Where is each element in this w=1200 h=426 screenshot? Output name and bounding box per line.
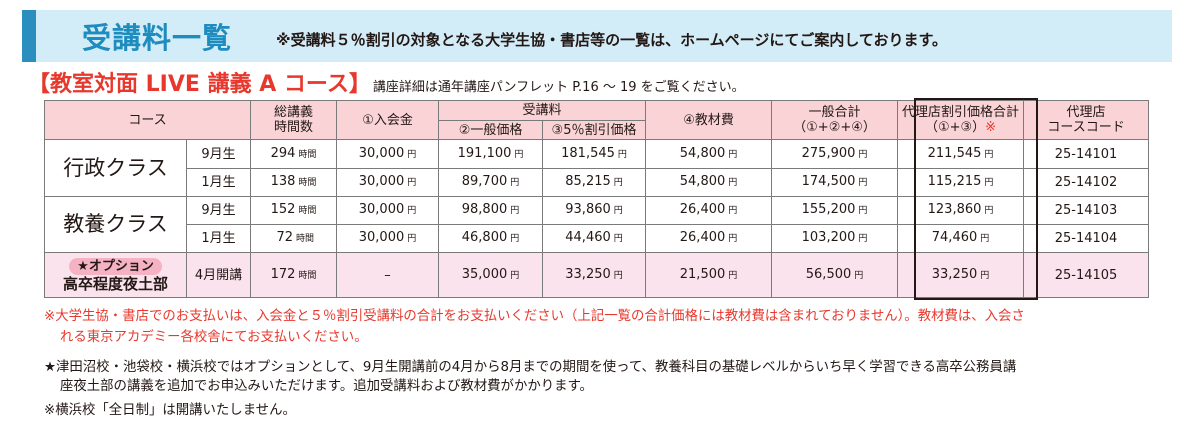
term: 9月生 <box>185 139 252 169</box>
option-badge: ★オプション <box>69 257 162 275</box>
general-cell: 46,800 円 <box>438 224 544 253</box>
course-title: 【教室対面 LIVE 講義 A コース】 <box>28 72 371 97</box>
discount-cell: 181,545 円 <box>542 139 647 169</box>
header-materials: ④教材費 <box>645 100 773 140</box>
code-cell: 25-14102 <box>1023 168 1150 197</box>
fee-table: コース 総講義 時間数 ①入会金 受講料 ④教材費 一般合計 （①+②+④） 代理店… <box>43 100 1150 298</box>
total-cell: 174,500 円 <box>771 168 899 197</box>
total-cell: 275,900 円 <box>771 139 899 169</box>
general-cell: 98,800 円 <box>438 196 544 225</box>
agency-cell: 74,460 円 <box>897 224 1025 253</box>
materials-cell: 26,400 円 <box>645 196 773 225</box>
payment-footnote: ※大学生協・書店でのお支払いは、入会金と５％割引受講料の合計をお支払いください（… <box>44 309 1025 345</box>
course-name: 行政クラス <box>44 139 187 197</box>
discount-cell: 44,460 円 <box>542 224 647 253</box>
hours-cell: 72 時間 <box>250 224 338 253</box>
header-course: コース <box>43 100 252 140</box>
table-row: 教養クラス 9月生 152 時間 30,000 円 98,800 円 93,860 円 … <box>44 196 1150 253</box>
agency-cell: 211,545 円 <box>897 139 1025 169</box>
materials-cell: 54,800 円 <box>645 168 773 197</box>
course-detail: 講座詳細は通年講座パンフレット P.16 〜 19 をご覧ください。 <box>372 80 745 95</box>
yokohama-footnote: ※横浜校「全日制」は開講いたしません。 <box>44 403 296 418</box>
agency-cell: 33,250 円 <box>897 252 1025 298</box>
total-cell: 103,200 円 <box>771 224 899 253</box>
materials-cell: 21,500 円 <box>645 252 773 298</box>
table-row: 行政クラス 9月生 294 時間 30,000 円 191,100 円 181,545… <box>44 139 1150 197</box>
term: 1月生 <box>185 224 252 253</box>
agency-mark: ※ <box>985 120 997 135</box>
agency-cell: 123,860 円 <box>897 196 1025 225</box>
hours-cell: 294 時間 <box>250 139 338 169</box>
general-cell: 191,100 円 <box>438 139 544 169</box>
page-title: 受講料一覧 <box>82 21 233 55</box>
discount-cell: 93,860 円 <box>542 196 647 225</box>
code-cell: 25-14104 <box>1023 224 1150 253</box>
code-cell: 25-14103 <box>1023 196 1150 225</box>
option-course: ★オプション 高卒程度夜土部 <box>44 252 187 298</box>
course-heading: 【教室対面 LIVE 講義 A コース】 講座詳細は通年講座パンフレット P.16… <box>28 66 745 97</box>
header-code: 代理店 コースコード <box>1023 100 1150 140</box>
discount-cell: 33,250 円 <box>542 252 647 298</box>
table-row: 1月生 72 時間 30,000 円 46,800 円 44,460 円 26,400 円… <box>45 224 1150 253</box>
entry-cell: – <box>336 252 440 298</box>
entry-cell: 30,000 円 <box>336 224 440 253</box>
banner-accent-bar <box>22 10 36 62</box>
entry-cell: 30,000 円 <box>336 139 440 169</box>
banner-note: ※受講料５％割引の対象となる大学生協・書店等の一覧は、ホームページにてご案内して… <box>276 31 947 49</box>
option-name: 高卒程度夜土部 <box>62 274 168 293</box>
header-general-price: ②一般価格 <box>438 120 544 140</box>
general-cell: 35,000 円 <box>438 252 544 298</box>
option-footnote: ★津田沼校・池袋校・横浜校ではオプションとして、9月生開講前の4月から8月までの… <box>44 360 1017 394</box>
entry-cell: 30,000 円 <box>336 196 440 225</box>
materials-cell: 26,400 円 <box>645 224 773 253</box>
table-row: 1月生 138 時間 30,000 円 89,700 円 85,215 円 54,800… <box>45 168 1150 197</box>
title-banner: 受講料一覧 ※受講料５％割引の対象となる大学生協・書店等の一覧は、ホームページに… <box>22 10 1172 62</box>
hours-cell: 172 時間 <box>250 252 338 298</box>
code-cell: 25-14101 <box>1023 139 1150 169</box>
discount-cell: 85,215 円 <box>542 168 647 197</box>
course-name: 教養クラス <box>44 196 187 253</box>
code-cell: 25-14105 <box>1023 252 1150 298</box>
materials-cell: 54,800 円 <box>645 139 773 169</box>
option-row: ★オプション 高卒程度夜土部 4月開講 172 時間 – 35,000 円 33,2… <box>44 252 1150 298</box>
term: 9月生 <box>185 196 252 225</box>
hours-cell: 152 時間 <box>250 196 338 225</box>
general-cell: 89,700 円 <box>438 168 544 197</box>
header-total: 一般合計 （①+②+④） <box>771 100 899 140</box>
term: 1月生 <box>185 168 252 197</box>
hours-cell: 138 時間 <box>250 168 338 197</box>
entry-cell: 30,000 円 <box>336 168 440 197</box>
total-cell: 155,200 円 <box>771 196 899 225</box>
agency-cell: 115,215 円 <box>897 168 1025 197</box>
header-entry-fee: ①入会金 <box>336 100 440 140</box>
header-discount-price: ③5％割引価格 <box>542 120 647 140</box>
term: 4月開講 <box>185 252 252 298</box>
total-cell: 56,500 円 <box>771 252 899 298</box>
header-agency-total: 代理店割引価格合計 （①+③）※ <box>897 100 1025 140</box>
header-hours: 総講義 時間数 <box>250 100 338 140</box>
header-tuition: 受講料 <box>438 100 647 121</box>
